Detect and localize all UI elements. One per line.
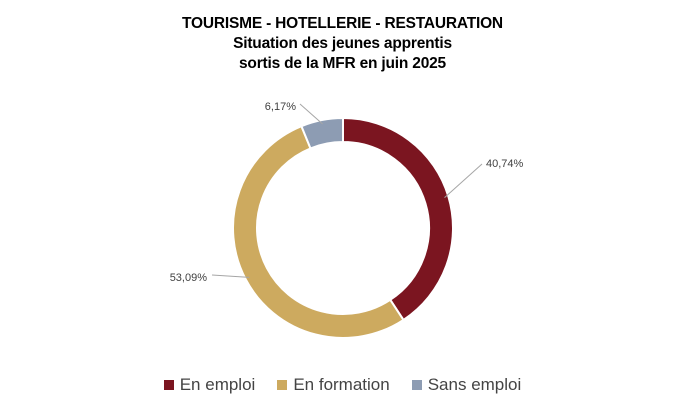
legend-item-en-formation: En formation [277, 375, 390, 395]
chart-title-line-2: Situation des jeunes apprentis [233, 35, 452, 52]
leader-line-en-formation [211, 274, 250, 278]
legend-label-en-formation: En formation [293, 375, 390, 394]
slice-en-emploi [342, 116, 454, 322]
legend-item-sans-emploi: Sans emploi [411, 375, 522, 395]
slice-en-formation [232, 124, 405, 339]
leader-line-sans-emploi [299, 103, 323, 125]
leader-line-en-emploi [444, 163, 483, 198]
legend-swatch-sans-emploi [411, 380, 422, 390]
slice-sans-emploi [300, 116, 344, 150]
legend-label-sans-emploi: Sans emploi [427, 375, 522, 394]
chart-title-line-3: sortis de la MFR en juin 2025 [239, 55, 446, 72]
legend-swatch-en-emploi [163, 380, 174, 390]
data-label-sans-emploi: 6,17% [265, 101, 296, 113]
legend-label-en-emploi: En emploi [179, 375, 256, 394]
legend-swatch-en-formation [277, 380, 288, 390]
chart-title-line-1: TOURISME - HOTELLERIE - RESTAURATION [182, 15, 503, 32]
data-label-en-formation: 53,09% [170, 272, 208, 284]
legend-item-en-emploi: En emploi [163, 375, 256, 395]
chart-legend: En emploi En formation Sans emploi [0, 375, 685, 395]
data-label-en-emploi: 40,74% [486, 158, 524, 170]
chart-title: TOURISME - HOTELLERIE - RESTAURATION Sit… [0, 14, 685, 74]
